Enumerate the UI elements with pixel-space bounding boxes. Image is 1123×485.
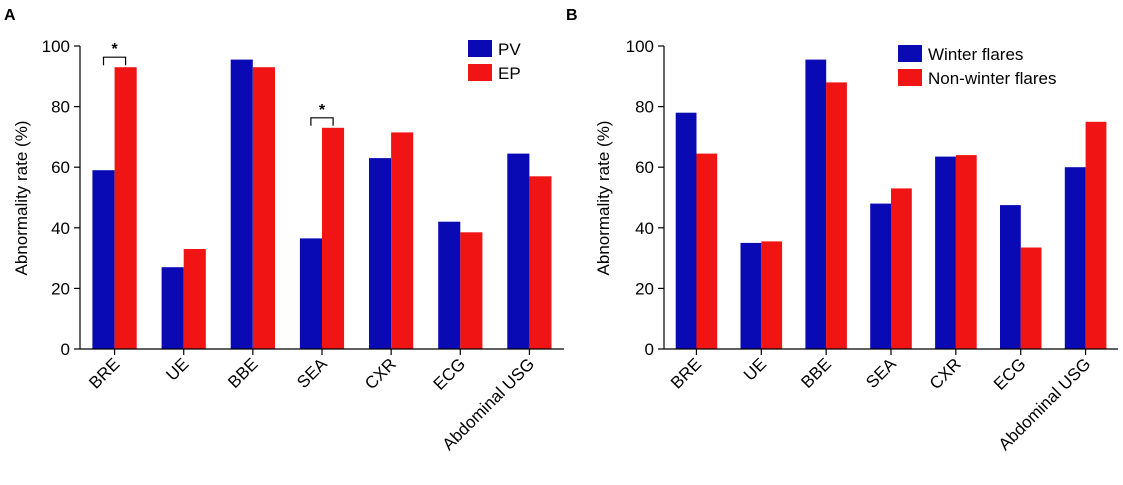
bar-ep-abdominal-usg <box>529 176 552 349</box>
y-tick-label: 40 <box>51 219 70 238</box>
y-tick-label: 0 <box>645 340 654 359</box>
legend-label: Non-winter flares <box>928 69 1057 88</box>
bar-winter-flares-bre <box>675 112 697 349</box>
y-tick-label: 100 <box>42 37 70 56</box>
bar-winter-flares-bbe <box>805 59 827 349</box>
y-tick-label: 80 <box>635 98 654 117</box>
bar-winter-flares-abdominal-usg <box>1064 167 1086 349</box>
x-tick-label: UE <box>162 354 192 384</box>
y-tick-label: 40 <box>635 219 654 238</box>
legend-label: EP <box>498 64 521 83</box>
bar-ep-bre <box>114 67 137 349</box>
chart-panel-a: A Abnormality rate (%) 0 20 40 60 80 100 BRE UE… <box>4 7 564 454</box>
bar-pv-bre <box>92 170 115 349</box>
x-tick-label: BRE <box>85 354 123 392</box>
legend-swatch <box>468 40 492 57</box>
bar-winter-flares-ue <box>740 242 762 349</box>
bar-winter-flares-sea <box>870 203 891 349</box>
y-tick-label: 80 <box>51 98 70 117</box>
bar-ep-bbe <box>252 67 275 349</box>
bar-winter-flares-cxr <box>935 156 956 349</box>
bar-pv-sea <box>299 238 322 349</box>
y-tick-label: 60 <box>635 158 654 177</box>
x-tick-label: BBE <box>797 354 834 391</box>
x-tick-label: ECG <box>430 354 469 393</box>
panel-letter-b: B <box>566 7 578 24</box>
significance-marker: * <box>111 41 118 58</box>
significance-marker: * <box>319 102 326 119</box>
legend-label: Winter flares <box>928 45 1023 64</box>
panel-letter-a: A <box>4 7 16 24</box>
bars-a <box>92 59 552 349</box>
chart-panel-b: B Abnormality rate (%) 0 20 40 60 80 100 BRE UE… <box>566 7 1118 454</box>
bar-non-winter-flares-ecg <box>1020 247 1042 349</box>
bar-pv-ecg <box>438 221 461 349</box>
bar-non-winter-flares-ue <box>761 241 783 349</box>
bar-ep-cxr <box>391 132 414 349</box>
x-tick-label: UE <box>740 354 770 384</box>
y-axis-title-a: Abnormality rate (%) <box>12 121 31 276</box>
x-tick-label: SEA <box>293 354 331 392</box>
bar-non-winter-flares-sea <box>891 188 912 349</box>
significance-bracket <box>102 56 127 66</box>
legend-a: PV EP <box>468 40 521 83</box>
bar-pv-abdominal-usg <box>507 153 530 349</box>
bar-winter-flares-ecg <box>1000 205 1021 349</box>
y-tick-label: 100 <box>626 37 654 56</box>
bar-non-winter-flares-abdominal-usg <box>1085 121 1107 350</box>
legend-swatch <box>898 69 922 86</box>
legend-swatch <box>898 45 922 62</box>
bar-non-winter-flares-bre <box>696 153 718 349</box>
x-tick-label: CXR <box>926 354 965 393</box>
legend-b: Winter flares Non-winter flares <box>898 45 1057 88</box>
annotations-a: ** <box>102 41 334 126</box>
y-tick-label: 20 <box>51 279 70 298</box>
bar-ep-sea <box>322 127 345 349</box>
x-tick-label: CXR <box>361 354 400 393</box>
bar-pv-bbe <box>230 59 253 349</box>
significance-bracket <box>310 117 334 126</box>
y-axis-title-b: Abnormality rate (%) <box>594 121 613 276</box>
bars-b <box>675 59 1107 350</box>
bar-pv-cxr <box>369 158 392 349</box>
y-tick-label: 20 <box>635 279 654 298</box>
bar-non-winter-flares-bbe <box>826 82 847 350</box>
y-tick-label: 60 <box>51 158 70 177</box>
x-tick-label: BBE <box>224 354 261 391</box>
bar-non-winter-flares-cxr <box>955 155 977 349</box>
bar-ep-ecg <box>460 232 483 349</box>
legend-swatch <box>468 64 492 81</box>
x-tick-label: ECG <box>990 354 1029 393</box>
bar-ep-ue <box>183 249 206 349</box>
x-tick-label: BRE <box>667 354 705 392</box>
bar-pv-ue <box>161 267 184 349</box>
y-tick-label: 0 <box>61 340 70 359</box>
legend-label: PV <box>498 40 521 59</box>
x-tick-label: SEA <box>862 354 900 392</box>
